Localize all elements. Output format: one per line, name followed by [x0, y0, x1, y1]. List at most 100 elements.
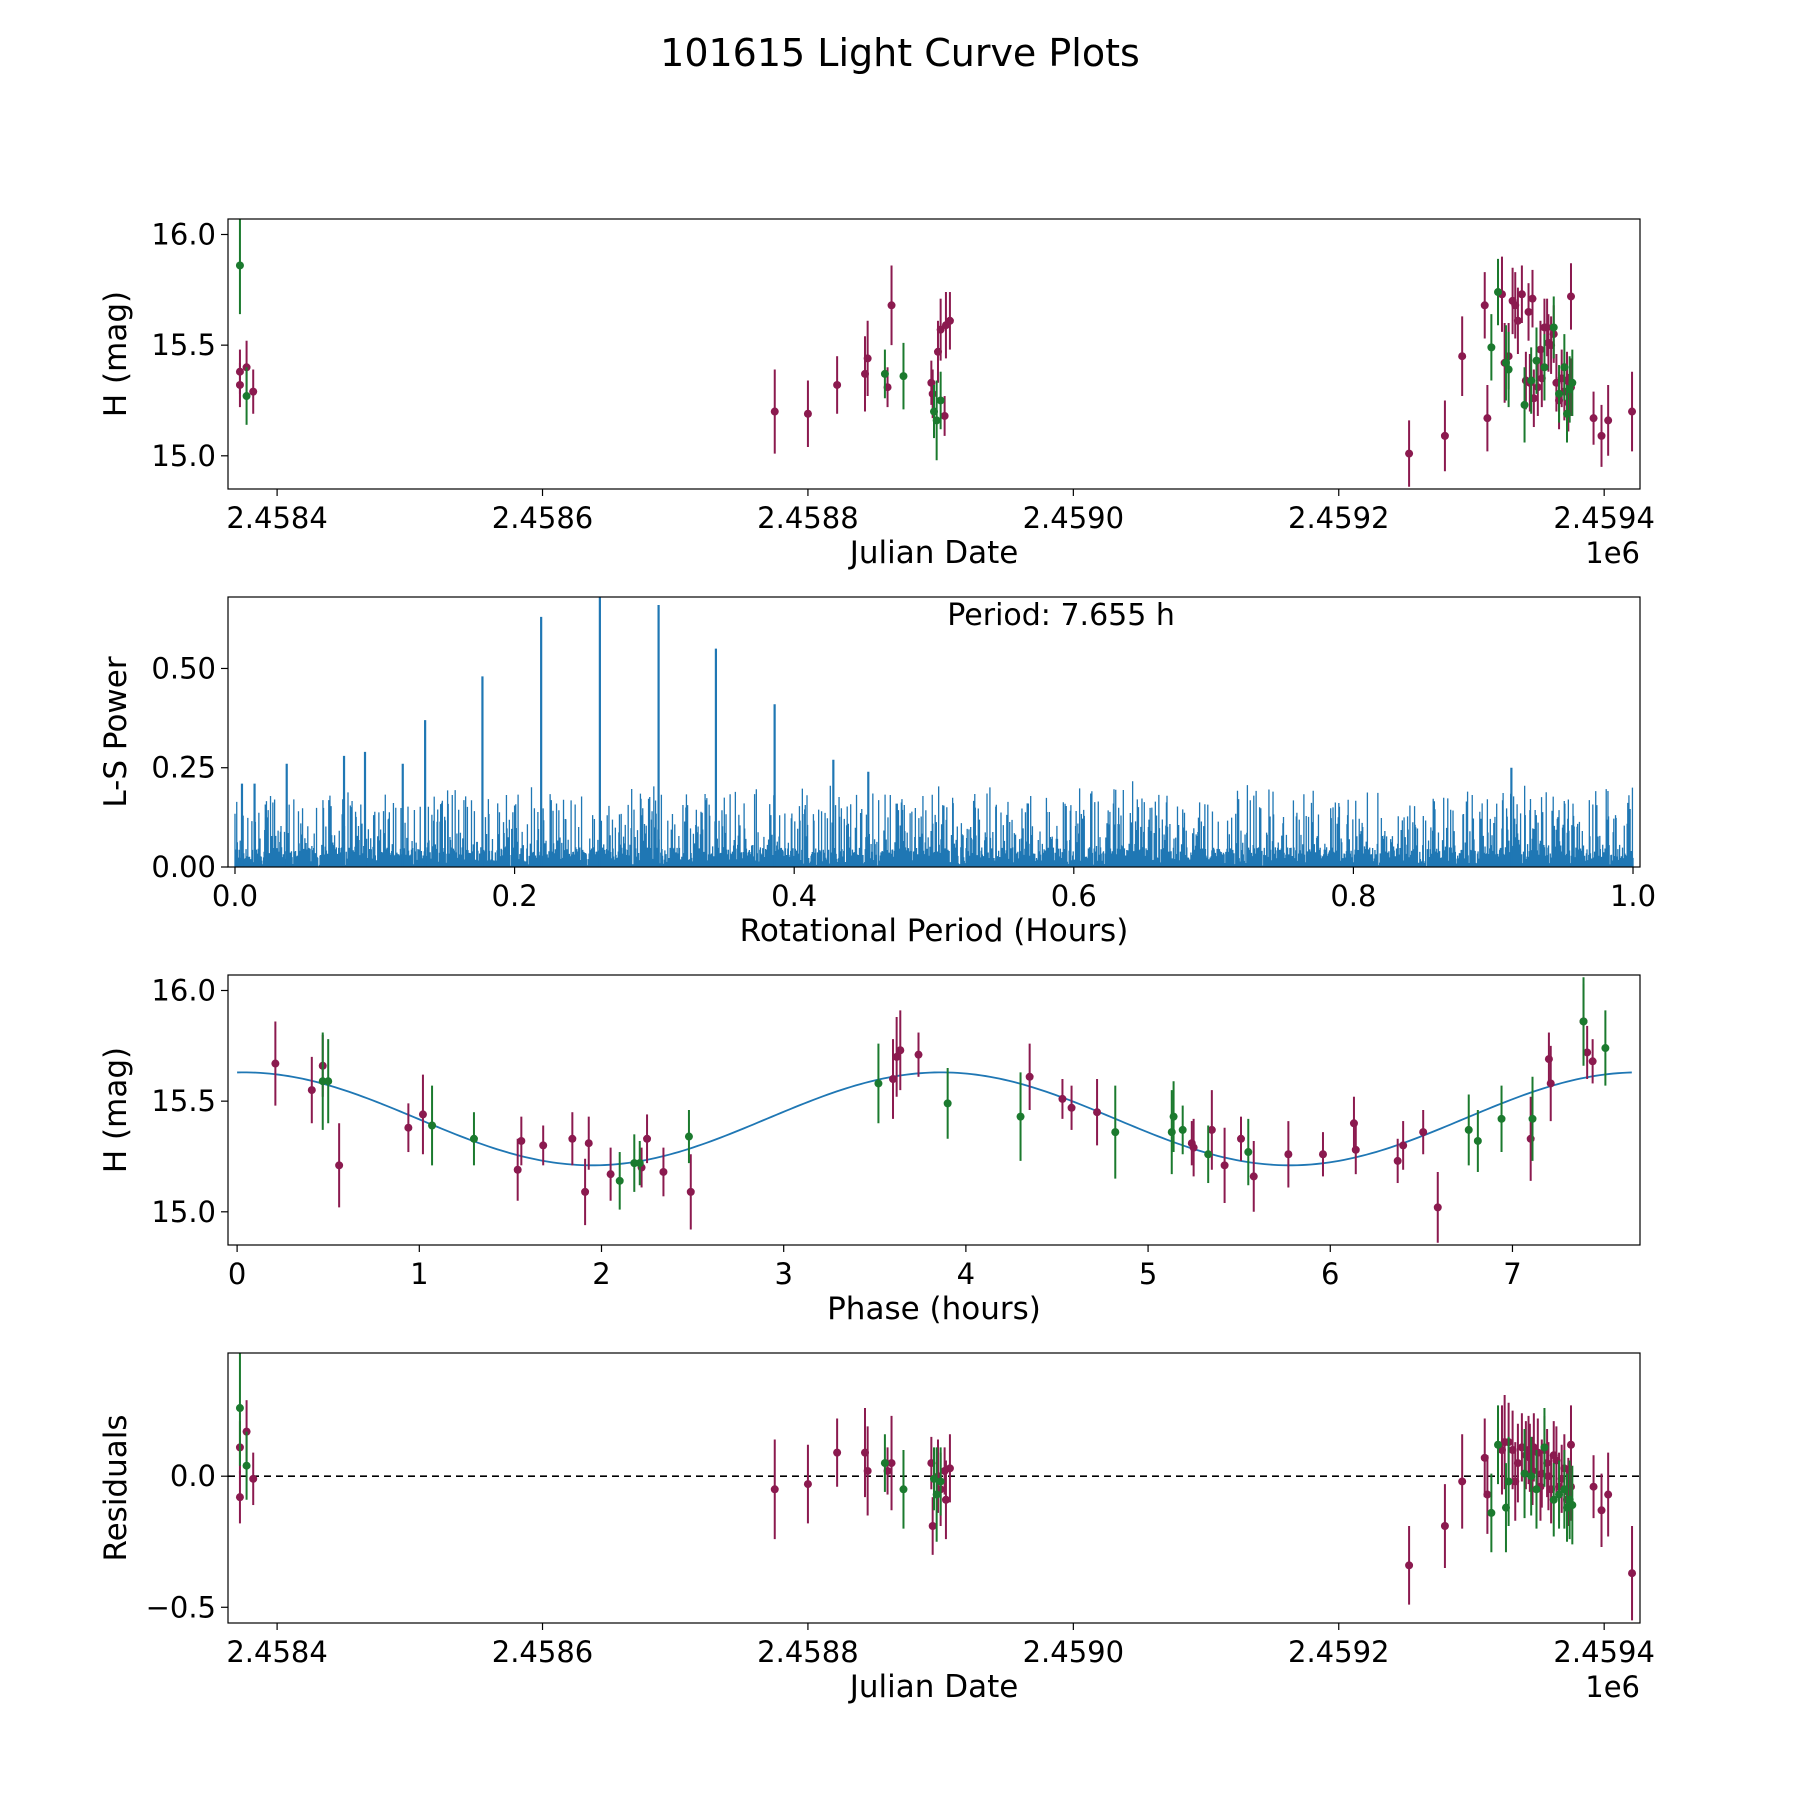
data-point	[770, 407, 779, 416]
data-point	[1433, 1203, 1442, 1212]
data-point	[1111, 1128, 1120, 1137]
data-point	[249, 387, 258, 396]
data-point	[469, 1134, 478, 1143]
data-point	[914, 1050, 923, 1059]
data-point	[1628, 1569, 1637, 1578]
data-point	[1560, 363, 1569, 372]
data-point	[1494, 1440, 1503, 1449]
x-tick-label: 0.6	[1051, 879, 1097, 913]
data-point	[1528, 1114, 1537, 1123]
data-point	[1480, 301, 1489, 310]
data-point	[1025, 1072, 1034, 1081]
data-point	[517, 1136, 526, 1145]
y-tick-label: 0.50	[151, 651, 216, 685]
series-group_b	[235, 219, 1577, 461]
data-point	[1220, 1161, 1229, 1170]
data-point	[1520, 400, 1529, 409]
x-tick-label: 0	[228, 1257, 246, 1291]
data-point	[643, 1134, 652, 1143]
data-point	[1440, 1522, 1449, 1531]
data-point	[635, 1159, 644, 1168]
x-tick-label: 2.4594	[1553, 1635, 1654, 1669]
data-point	[1583, 1048, 1592, 1057]
data-point	[1504, 1477, 1513, 1486]
data-point	[899, 1485, 908, 1494]
series-group_b	[318, 977, 1610, 1210]
figure-title: 101615 Light Curve Plots	[660, 31, 1140, 75]
data-point	[943, 1099, 952, 1108]
data-point	[803, 1480, 812, 1489]
data-point	[1555, 389, 1564, 398]
data-point	[1513, 1459, 1522, 1468]
data-point	[1236, 1134, 1245, 1143]
data-point	[513, 1165, 522, 1174]
data-point	[318, 1077, 327, 1086]
x-axis-label: Phase (hours)	[827, 1291, 1041, 1327]
data-point	[630, 1159, 639, 1168]
data-point	[833, 380, 842, 389]
data-point	[1440, 431, 1449, 440]
axes-frame	[227, 974, 1641, 1246]
panel-phased: 0 1 2 3 4 5 6 7 15.0 15.5 16.0 Phase (hours) H (mag)	[98, 973, 1641, 1327]
data-point	[235, 1493, 244, 1502]
data-point	[249, 1474, 258, 1483]
x-offset-label: 1e6	[1585, 1670, 1640, 1704]
data-point	[932, 416, 941, 425]
y-axis-label: L-S Power	[98, 656, 134, 807]
data-point	[307, 1086, 316, 1095]
data-point	[235, 1404, 244, 1413]
data-point	[1487, 343, 1496, 352]
panel-residuals: 2.4584 2.4586 2.4588 2.4590 2.4592 2.4594 −0.5…	[98, 1352, 1655, 1705]
x-tick-label: 6	[1321, 1257, 1339, 1291]
plot-area-phased	[237, 977, 1632, 1243]
data-point	[1568, 378, 1577, 387]
data-point	[404, 1123, 413, 1132]
data-point	[584, 1139, 593, 1148]
data-point	[1351, 1145, 1360, 1154]
x-tick-label: 0.4	[771, 879, 817, 913]
data-point	[880, 1459, 889, 1468]
data-point	[1540, 1443, 1549, 1452]
data-point	[1393, 1156, 1402, 1165]
data-point	[1527, 1472, 1536, 1481]
data-point	[1540, 363, 1549, 372]
data-point	[1399, 1141, 1408, 1150]
data-point	[1494, 288, 1503, 297]
data-point	[940, 411, 949, 420]
x-tick-label: 3	[774, 1257, 792, 1291]
data-point	[1497, 1114, 1506, 1123]
y-tick-label: 15.0	[151, 439, 216, 473]
data-point	[1524, 307, 1533, 316]
data-point	[1588, 1057, 1597, 1066]
data-point	[1483, 414, 1492, 423]
x-tick-label: 1.0	[1610, 879, 1656, 913]
data-point	[1093, 1108, 1102, 1117]
data-point	[1520, 1469, 1529, 1478]
data-point	[335, 1161, 344, 1170]
data-point	[1318, 1150, 1327, 1159]
plot-area-lightcurve	[235, 219, 1637, 487]
data-point	[1405, 1561, 1414, 1570]
data-point	[539, 1141, 548, 1150]
data-point	[1204, 1150, 1213, 1159]
data-point	[1483, 1490, 1492, 1499]
series-group_a	[271, 983, 1597, 1243]
x-tick-label: 2.4594	[1553, 501, 1654, 535]
data-point	[863, 354, 872, 363]
x-tick-label: 2.4592	[1288, 501, 1389, 535]
data-point	[1473, 1136, 1482, 1145]
y-axis-label: H (mag)	[98, 1047, 134, 1173]
x-tick-label: 2.4584	[226, 1635, 327, 1669]
data-point	[1284, 1150, 1293, 1159]
data-point	[581, 1187, 590, 1196]
x-tick-label: 2.4590	[1023, 1635, 1124, 1669]
data-point	[1513, 316, 1522, 325]
data-point	[770, 1485, 779, 1494]
data-point	[936, 396, 945, 405]
data-point	[1349, 1119, 1358, 1128]
period-annotation: Period: 7.655 h	[947, 598, 1175, 633]
panel-periodogram: 0.0 0.2 0.4 0.6 0.8 1.0 0.00 0.25 0.50 Rotational…	[98, 596, 1656, 949]
data-point	[936, 1477, 945, 1486]
y-tick-label: 15.5	[151, 328, 216, 362]
